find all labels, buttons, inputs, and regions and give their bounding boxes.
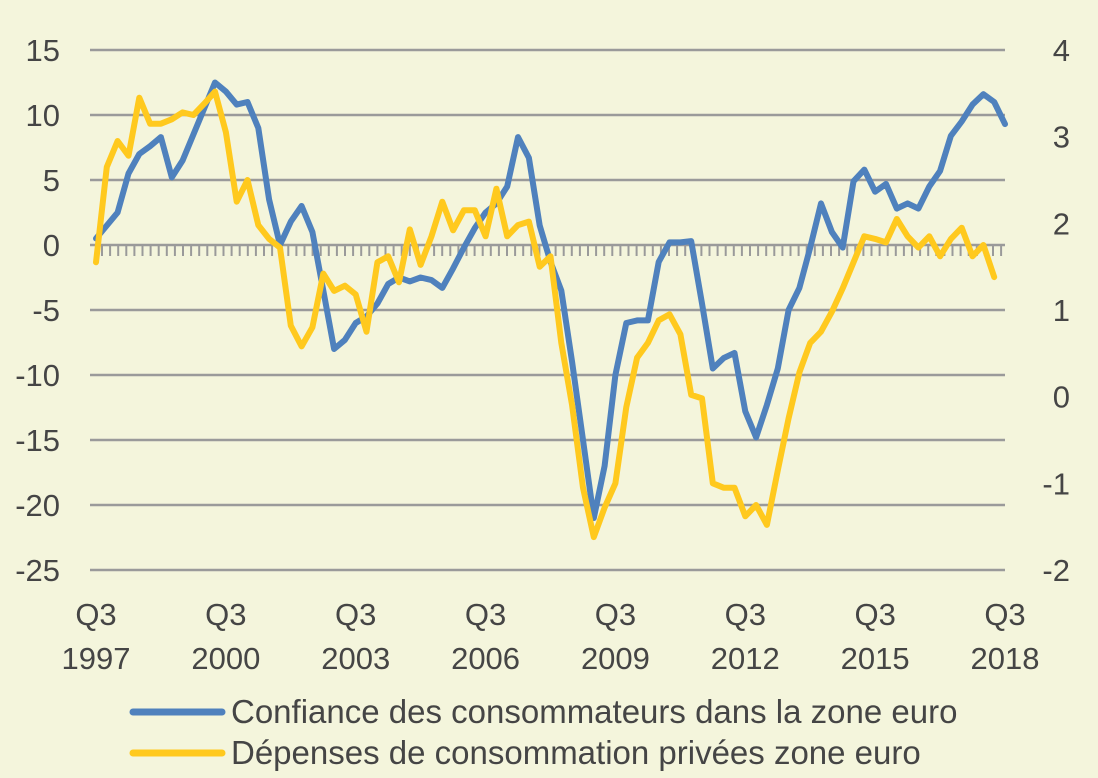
- y-right-tick-label: -1: [1042, 466, 1070, 501]
- x-tick-year: 2009: [581, 641, 650, 676]
- y-left-tick-label: 0: [43, 228, 60, 263]
- y-right-tick-label: -2: [1042, 553, 1070, 588]
- x-tick-quarter: Q3: [854, 597, 895, 632]
- y-right-tick-label: 4: [1053, 33, 1070, 68]
- x-tick-year: 2015: [841, 641, 910, 676]
- y-axis-left: 15 10 5 0 -5 -10 -15 -20 -25: [15, 33, 60, 588]
- y-left-tick-label: -25: [15, 553, 60, 588]
- y-left-tick-label: -5: [32, 293, 60, 328]
- series-group: [93, 79, 1008, 541]
- x-tick-year: 2012: [711, 641, 780, 676]
- x-tick-quarter: Q3: [465, 597, 506, 632]
- y-left-tick-label: 5: [43, 163, 60, 198]
- y-left-tick-label: 15: [26, 33, 60, 68]
- x-tick-quarter: Q3: [205, 597, 246, 632]
- legend-label-confiance: Confiance des consommateurs dans la zone…: [231, 693, 957, 730]
- x-tick-year: 1997: [62, 641, 131, 676]
- x-tick-quarter: Q3: [984, 597, 1025, 632]
- x-tick-quarter: Q3: [725, 597, 766, 632]
- zero-line-ticks: [101, 245, 1003, 256]
- y-right-tick-label: 0: [1053, 380, 1070, 415]
- y-right-tick-label: 1: [1053, 293, 1070, 328]
- x-tick-year: 2003: [321, 641, 390, 676]
- x-tick-year: 2006: [451, 641, 520, 676]
- y-left-tick-label: -20: [15, 488, 60, 523]
- series-line-depenses: [93, 88, 998, 541]
- x-tick-year: 2000: [191, 641, 260, 676]
- legend-label-depenses: Dépenses de consommation privées zone eu…: [231, 734, 921, 771]
- y-axis-right: 4 3 2 1 0 -1 -2: [1042, 33, 1070, 588]
- y-right-tick-label: 2: [1053, 206, 1070, 241]
- x-axis: Q3 1997 Q3 2000 Q3 2003 Q3 2006 Q3 2009 Q3 2012 Q3 20…: [62, 597, 1040, 676]
- y-left-tick-label: -15: [15, 423, 60, 458]
- legend: Confiance des consommateurs dans la zone…: [129, 693, 957, 771]
- x-tick-year: 2018: [971, 641, 1040, 676]
- x-tick-quarter: Q3: [75, 597, 116, 632]
- y-right-tick-label: 3: [1053, 120, 1070, 155]
- x-tick-quarter: Q3: [335, 597, 376, 632]
- x-tick-quarter: Q3: [595, 597, 636, 632]
- gridlines: [90, 48, 1005, 572]
- y-left-tick-label: 10: [26, 98, 60, 133]
- y-left-tick-label: -10: [15, 358, 60, 393]
